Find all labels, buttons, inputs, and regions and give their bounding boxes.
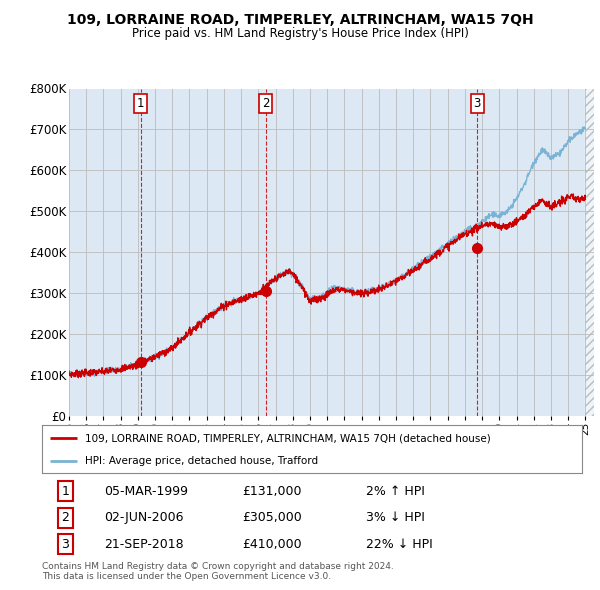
Text: 109, LORRAINE ROAD, TIMPERLEY, ALTRINCHAM, WA15 7QH (detached house): 109, LORRAINE ROAD, TIMPERLEY, ALTRINCHA… [85, 433, 491, 443]
Text: HPI: Average price, detached house, Trafford: HPI: Average price, detached house, Traf… [85, 456, 319, 466]
Text: 1: 1 [61, 485, 69, 498]
Text: £305,000: £305,000 [242, 511, 302, 525]
Text: 02-JUN-2006: 02-JUN-2006 [104, 511, 184, 525]
Bar [586, 88, 594, 416]
Text: 2% ↑ HPI: 2% ↑ HPI [366, 485, 425, 498]
Text: 22% ↓ HPI: 22% ↓ HPI [366, 537, 433, 550]
Text: 3% ↓ HPI: 3% ↓ HPI [366, 511, 425, 525]
Bar [586, 88, 594, 416]
Text: This data is licensed under the Open Government Licence v3.0.: This data is licensed under the Open Gov… [42, 572, 331, 581]
Text: 1: 1 [137, 97, 145, 110]
Text: Price paid vs. HM Land Registry's House Price Index (HPI): Price paid vs. HM Land Registry's House … [131, 27, 469, 40]
Text: 21-SEP-2018: 21-SEP-2018 [104, 537, 184, 550]
Text: £131,000: £131,000 [242, 485, 301, 498]
Text: 109, LORRAINE ROAD, TIMPERLEY, ALTRINCHAM, WA15 7QH: 109, LORRAINE ROAD, TIMPERLEY, ALTRINCHA… [67, 13, 533, 27]
Text: 3: 3 [61, 537, 69, 550]
Text: 05-MAR-1999: 05-MAR-1999 [104, 485, 188, 498]
Text: £410,000: £410,000 [242, 537, 301, 550]
Text: 2: 2 [262, 97, 269, 110]
Text: Contains HM Land Registry data © Crown copyright and database right 2024.: Contains HM Land Registry data © Crown c… [42, 562, 394, 571]
Text: 3: 3 [473, 97, 481, 110]
Text: 2: 2 [61, 511, 69, 525]
